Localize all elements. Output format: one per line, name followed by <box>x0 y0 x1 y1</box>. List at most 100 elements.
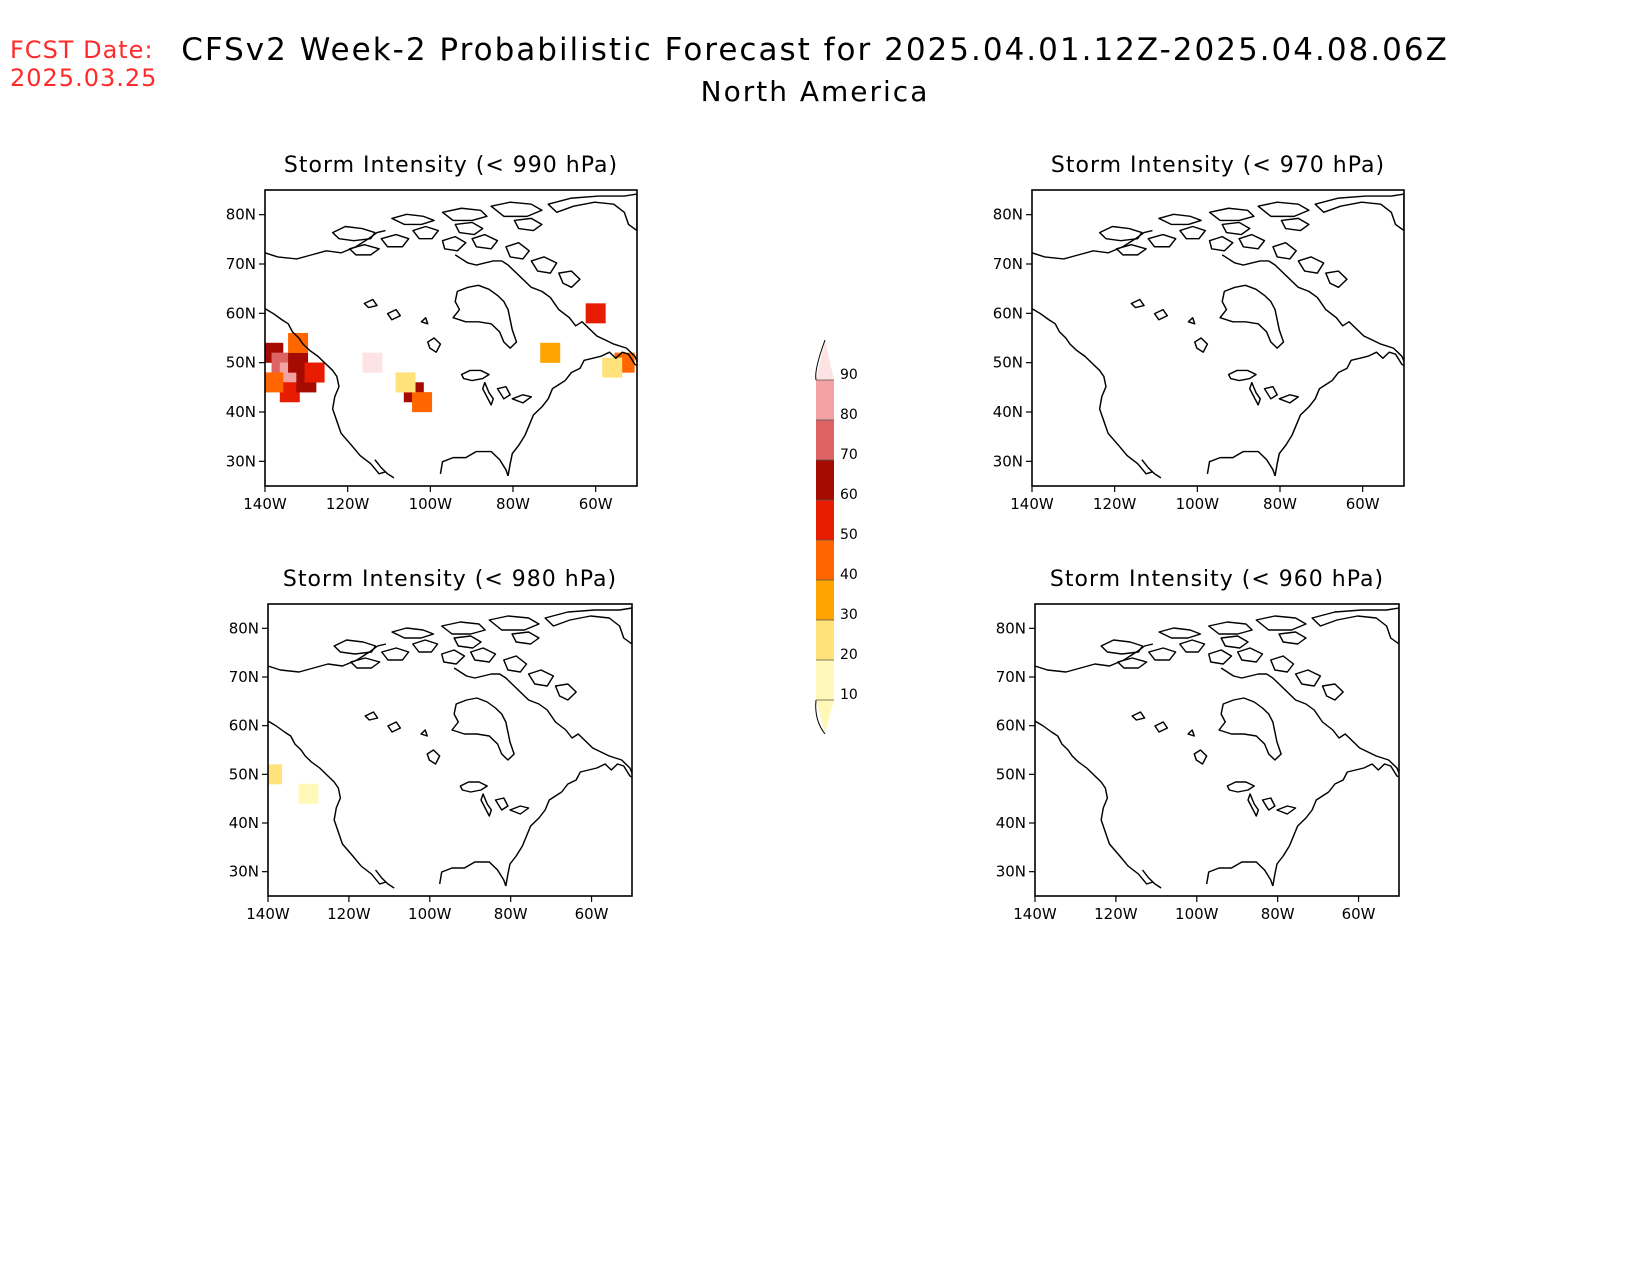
lon-tick-label: 120W <box>326 495 370 513</box>
lat-tick-label: 40N <box>993 403 1023 421</box>
lat-tick-label: 80N <box>229 619 259 637</box>
lon-tick-label: 120W <box>1094 905 1138 923</box>
colorbar-swatch <box>816 540 834 580</box>
panel-title: Storm Intensity (< 980 hPa) <box>283 567 617 592</box>
probability-cell <box>265 372 284 393</box>
lon-tick-label: 80W <box>494 905 528 923</box>
probability-cell <box>279 382 300 403</box>
fcst-date: FCST Date: 2025.03.25 <box>10 36 157 92</box>
probability-cell <box>298 783 319 804</box>
lat-tick-label: 60N <box>226 304 256 322</box>
colorbar-label: 60 <box>840 487 858 503</box>
lon-tick-label: 60W <box>575 905 609 923</box>
probability-cell <box>412 392 433 413</box>
coastline <box>1032 193 1404 479</box>
lat-tick-label: 60N <box>993 304 1023 322</box>
lat-tick-label: 40N <box>226 403 256 421</box>
coastline <box>268 607 632 889</box>
lat-tick-label: 30N <box>226 452 256 470</box>
map-panel-p970: Storm Intensity (< 970 hPa) 80N 70N 60N 50N 4… <box>993 153 1405 513</box>
panel-title: Storm Intensity (< 990 hPa) <box>284 153 618 178</box>
lat-tick-label: 70N <box>996 668 1026 686</box>
lon-tick-label: 140W <box>246 905 290 923</box>
lat-tick-label: 70N <box>226 255 256 273</box>
lon-tick-label: 60W <box>579 495 613 513</box>
lon-tick-label: 80W <box>496 495 530 513</box>
colorbar-label: 30 <box>840 607 858 623</box>
map-panel-p960: Storm Intensity (< 960 hPa) 80N 70N 60N 50N 4… <box>996 567 1400 923</box>
lon-tick-label: 140W <box>1010 495 1054 513</box>
probability-field <box>268 764 319 804</box>
lon-tick-label: 100W <box>1176 495 1220 513</box>
colorbar-label: 90 <box>840 367 858 383</box>
lat-tick-label: 80N <box>993 206 1023 224</box>
probability-cell <box>602 357 623 378</box>
probability-cell <box>540 342 561 363</box>
lat-tick-label: 30N <box>993 452 1023 470</box>
colorbar-top-cap <box>816 340 834 380</box>
colorbar-bottom-curve <box>815 699 826 735</box>
panels-group: Storm Intensity (< 990 hPa) 80N 70N 60N 50N 4… <box>226 153 1405 923</box>
colorbar-swatch <box>816 620 834 660</box>
lat-tick-label: 40N <box>229 814 259 832</box>
map-panel-p990: Storm Intensity (< 990 hPa) 80N 70N 60N 50N 4… <box>226 153 638 513</box>
probability-cell <box>362 352 383 373</box>
colorbar-swatch <box>816 380 834 420</box>
lat-tick-label: 30N <box>996 863 1026 881</box>
lon-tick-label: 80W <box>1261 905 1295 923</box>
colorbar-swatch <box>816 420 834 460</box>
lon-tick-label: 140W <box>243 495 287 513</box>
colorbar-label: 50 <box>840 527 858 543</box>
coastline <box>1035 607 1399 889</box>
colorbar-top-curve <box>815 339 826 381</box>
colorbar-swatch <box>816 460 834 500</box>
lat-tick-label: 30N <box>229 863 259 881</box>
probability-field <box>265 303 635 413</box>
colorbar-label: 70 <box>840 447 858 463</box>
colorbar: 10 20 30 40 50 60 70 80 90 <box>815 339 858 735</box>
lon-tick-label: 60W <box>1346 495 1380 513</box>
lon-tick-label: 100W <box>1175 905 1219 923</box>
lon-tick-label: 80W <box>1263 495 1297 513</box>
lat-tick-label: 80N <box>226 206 256 224</box>
map-frame <box>1034 603 1400 897</box>
lat-tick-label: 50N <box>229 765 259 783</box>
map-frame <box>1031 189 1405 487</box>
probability-cell <box>288 352 309 373</box>
coastline <box>265 193 637 479</box>
probability-cell <box>268 764 283 785</box>
lon-tick-label: 120W <box>327 905 371 923</box>
lat-tick-label: 80N <box>996 619 1026 637</box>
map-frame <box>267 603 633 897</box>
colorbar-label: 20 <box>840 647 858 663</box>
probability-cell <box>288 332 309 353</box>
colorbar-bottom-cap <box>816 700 834 734</box>
colorbar-label: 10 <box>840 687 858 703</box>
map-panel-p980: Storm Intensity (< 980 hPa) 80N 70N 60N 50N 4… <box>229 567 633 923</box>
panel-title: Storm Intensity (< 970 hPa) <box>1051 153 1385 178</box>
figure-title: CFSv2 Week-2 Probabilistic Forecast for … <box>181 32 1449 68</box>
colorbar-swatch <box>816 580 834 620</box>
lon-tick-label: 100W <box>408 905 452 923</box>
lat-tick-label: 40N <box>996 814 1026 832</box>
lat-tick-label: 60N <box>996 717 1026 735</box>
lat-tick-label: 60N <box>229 717 259 735</box>
fcst-date-label: FCST Date: <box>10 36 154 64</box>
probability-cell <box>395 372 416 393</box>
probability-cell <box>304 362 325 383</box>
lon-tick-label: 60W <box>1342 905 1376 923</box>
lat-tick-label: 50N <box>993 354 1023 372</box>
lat-tick-label: 70N <box>993 255 1023 273</box>
colorbar-label: 80 <box>840 407 858 423</box>
lat-tick-label: 50N <box>226 354 256 372</box>
map-frame <box>264 189 638 487</box>
colorbar-swatch <box>816 660 834 700</box>
probability-cell <box>585 303 606 324</box>
colorbar-swatch <box>816 500 834 540</box>
lon-tick-label: 100W <box>409 495 453 513</box>
colorbar-label: 40 <box>840 567 858 583</box>
lat-tick-label: 70N <box>229 668 259 686</box>
fcst-date-value: 2025.03.25 <box>10 64 158 92</box>
lat-tick-label: 50N <box>996 765 1026 783</box>
